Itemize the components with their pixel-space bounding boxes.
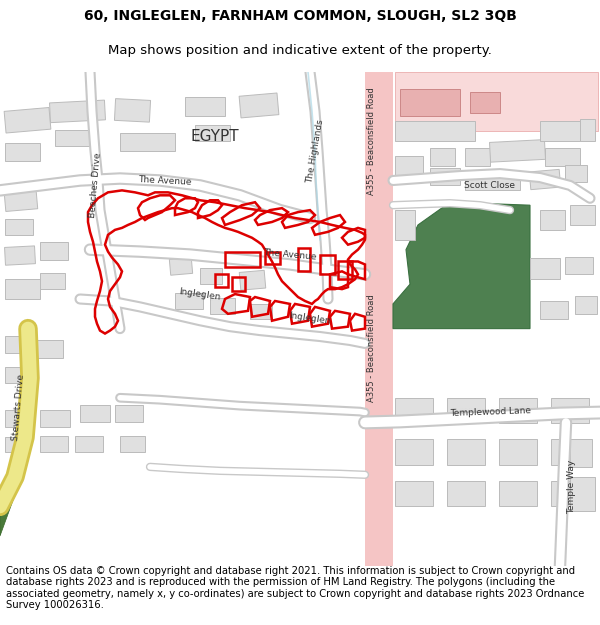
Polygon shape [465, 173, 520, 191]
Text: Map shows position and indicative extent of the property.: Map shows position and indicative extent… [108, 44, 492, 57]
Polygon shape [185, 96, 225, 116]
Polygon shape [393, 202, 530, 329]
Polygon shape [55, 130, 95, 146]
Text: Ingleglen: Ingleglen [289, 311, 331, 326]
Polygon shape [447, 439, 485, 465]
Polygon shape [529, 169, 561, 189]
Polygon shape [570, 439, 592, 467]
Polygon shape [395, 72, 598, 131]
Polygon shape [200, 268, 222, 284]
Polygon shape [4, 107, 51, 133]
Polygon shape [447, 481, 485, 506]
Polygon shape [40, 409, 70, 428]
Polygon shape [551, 481, 589, 506]
Polygon shape [465, 148, 490, 166]
Polygon shape [5, 367, 30, 383]
Text: A355 - Beaconsfield Road: A355 - Beaconsfield Road [367, 87, 377, 195]
Polygon shape [447, 398, 485, 423]
Text: 60, INGLEGLEN, FARNHAM COMMON, SLOUGH, SL2 3QB: 60, INGLEGLEN, FARNHAM COMMON, SLOUGH, S… [83, 9, 517, 22]
Polygon shape [395, 439, 433, 465]
Polygon shape [430, 168, 460, 186]
Polygon shape [530, 258, 560, 279]
Polygon shape [545, 148, 580, 166]
Text: Stewarts Drive: Stewarts Drive [11, 374, 25, 441]
Polygon shape [499, 439, 537, 465]
Polygon shape [120, 436, 145, 452]
Polygon shape [250, 304, 272, 319]
Polygon shape [210, 298, 235, 314]
Polygon shape [5, 219, 33, 235]
Polygon shape [175, 293, 203, 309]
Polygon shape [570, 205, 595, 225]
Polygon shape [395, 156, 423, 176]
Text: The Avenue: The Avenue [138, 174, 192, 186]
Polygon shape [570, 477, 595, 511]
Polygon shape [565, 256, 593, 274]
Polygon shape [40, 436, 68, 452]
Bar [365, 72, 393, 566]
Polygon shape [169, 258, 193, 275]
Text: Beeches Drive: Beeches Drive [88, 152, 103, 219]
Polygon shape [115, 99, 151, 122]
Text: EGYPT: EGYPT [191, 129, 239, 144]
Text: Ingleglen: Ingleglen [179, 287, 221, 301]
Polygon shape [5, 438, 30, 452]
Polygon shape [490, 139, 545, 162]
Polygon shape [395, 481, 433, 506]
Polygon shape [499, 481, 537, 506]
Polygon shape [80, 404, 110, 422]
Polygon shape [551, 398, 589, 423]
Polygon shape [40, 242, 68, 259]
Polygon shape [395, 210, 415, 240]
Polygon shape [5, 409, 33, 428]
Polygon shape [5, 143, 40, 161]
Polygon shape [75, 436, 103, 452]
Polygon shape [575, 296, 597, 314]
Polygon shape [540, 210, 565, 230]
Polygon shape [5, 246, 35, 265]
Polygon shape [239, 270, 266, 290]
Polygon shape [239, 93, 279, 118]
Polygon shape [40, 273, 65, 289]
Polygon shape [499, 398, 537, 423]
Polygon shape [540, 301, 568, 319]
Polygon shape [395, 398, 433, 423]
Text: Scott Close: Scott Close [464, 181, 515, 190]
Text: Templewood Lane: Templewood Lane [449, 407, 530, 419]
Polygon shape [580, 119, 595, 141]
Polygon shape [430, 148, 455, 166]
Polygon shape [470, 92, 500, 113]
Polygon shape [540, 121, 580, 141]
Polygon shape [115, 404, 143, 422]
Text: Contains OS data © Crown copyright and database right 2021. This information is : Contains OS data © Crown copyright and d… [6, 566, 584, 611]
Polygon shape [120, 133, 175, 151]
Text: A355 - Beaconsfield Road: A355 - Beaconsfield Road [367, 294, 377, 402]
Text: The Avenue: The Avenue [263, 248, 317, 261]
Text: The Highlands: The Highlands [305, 118, 325, 184]
Polygon shape [400, 89, 460, 116]
Polygon shape [50, 100, 106, 122]
Polygon shape [565, 165, 587, 182]
Polygon shape [0, 477, 18, 536]
Text: Temple Way: Temple Way [568, 459, 577, 514]
Polygon shape [395, 121, 475, 141]
Polygon shape [195, 125, 230, 141]
Polygon shape [551, 439, 589, 465]
Polygon shape [4, 191, 38, 211]
Polygon shape [5, 279, 40, 299]
Polygon shape [5, 336, 35, 353]
Polygon shape [35, 341, 63, 358]
